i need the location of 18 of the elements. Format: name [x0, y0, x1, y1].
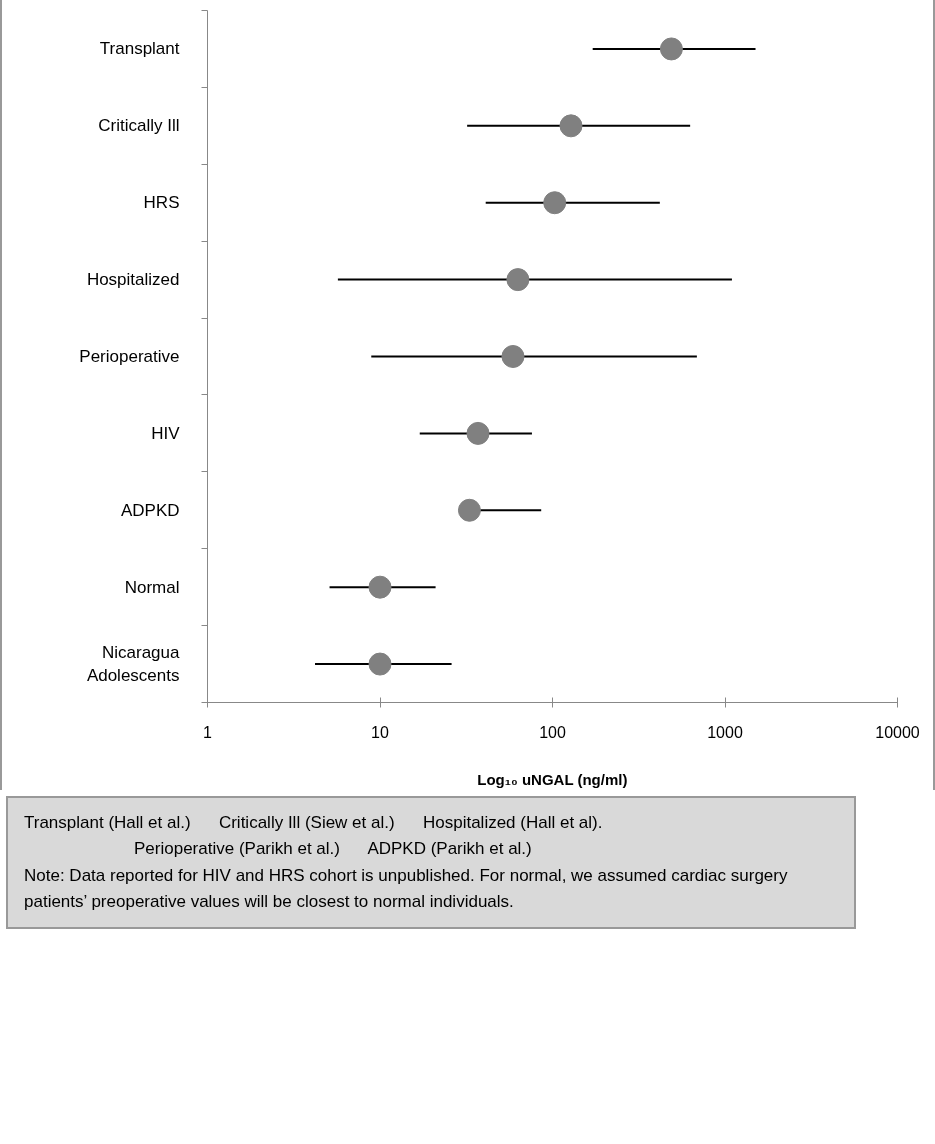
y-tick-label: Hospitalized — [86, 270, 180, 290]
text: Perioperative (Parikh et al.) ADPKD (Parikh et al.) — [133, 838, 533, 861]
y-tick-label: Nicaragua Adolescents — [86, 643, 181, 685]
y-tick-label: HIV — [151, 423, 181, 443]
x-tick-label: 100 — [539, 723, 566, 741]
y-tick-label: Transplant — [99, 39, 180, 59]
text: Transplant (Hall et al.) Critically Ill (Siew et al.) Hospitalized (Hall et al). — [24, 812, 604, 834]
text: Note: Data reported for HIV and HRS cohort is unpublished. For normal, we assumed cardiac surgery patients’ preoperative values will be closest to normal individuals. — [24, 864, 789, 914]
x-tick-label: 10 — [371, 723, 389, 741]
y-tick-label: Critically Ill — [98, 116, 180, 136]
y-tick-label: ADPKD — [120, 500, 180, 520]
x-axis-title: Log₁₀ uNGAL (ng/ml) — [477, 770, 628, 788]
y-tick-label: Perioperative — [79, 347, 180, 366]
x-tick-label: 1 — [203, 723, 213, 741]
y-tick-label: Normal — [124, 577, 180, 597]
x-tick-label: 10000 — [875, 723, 920, 741]
x-tick-label: 1000 — [707, 723, 743, 741]
y-tick-label: HRS — [143, 193, 180, 213]
